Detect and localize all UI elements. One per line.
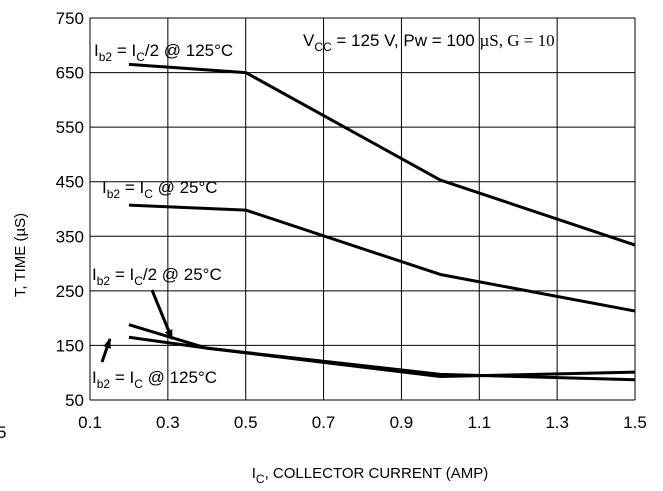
y-tick-label-6: 650: [56, 64, 84, 83]
x-tick-label-3: 0.7: [312, 413, 336, 432]
annotation-ib2-ic-25c: Ib2 = IC @ 25°C: [102, 178, 218, 201]
grid: [89, 17, 636, 401]
conditions-label: VCC = 125 V, Pw = 100 µS, G = 10: [303, 31, 555, 54]
y-axis-label: T, TIME (µS): [12, 213, 29, 297]
x-tick-label-7: 1.5: [623, 413, 647, 432]
curves: [128, 62, 636, 382]
x-axis-label: IC, COLLECTOR CURRENT (AMP): [252, 465, 488, 486]
series-line-1: [128, 203, 636, 313]
arrow-half-25c: [150, 289, 174, 340]
annotation-ib2-ic-125c: Ib2 = IC @ 125°C: [92, 368, 217, 391]
y-tick-label-0: 50: [65, 391, 84, 410]
x-tick-label-5: 1.1: [467, 413, 491, 432]
x-tick-label-2: 0.5: [234, 413, 258, 432]
y-tick-label-4: 450: [56, 173, 84, 192]
stray-label: 5: [0, 423, 6, 442]
y-tick-label-2: 250: [56, 282, 84, 301]
annotation-ib2-half-25c: Ib2 = IC/2 @ 25°C: [92, 265, 222, 288]
arrow-ic-125c: [100, 338, 112, 363]
x-tick-label-0: 0.1: [78, 413, 102, 432]
series-line-0: [128, 62, 636, 247]
y-tick-label-3: 350: [56, 227, 84, 246]
x-tick-labels: 0.1 0.3 0.5 0.7 0.9 1.1 1.3 1.5: [78, 413, 647, 432]
y-tick-label-5: 550: [56, 118, 84, 137]
y-tick-label-1: 150: [56, 336, 84, 355]
x-tick-label-6: 1.3: [545, 413, 569, 432]
y-tick-label-7: 750: [56, 9, 84, 28]
annotation-ib2-half-125c: Ib2 = IC/2 @ 125°C: [94, 41, 233, 64]
y-tick-labels: 50 150 250 350 450 550 650 750: [56, 9, 84, 410]
series-line-3: [128, 335, 636, 379]
x-tick-label-4: 0.9: [390, 413, 414, 432]
x-tick-label-1: 0.3: [156, 413, 180, 432]
